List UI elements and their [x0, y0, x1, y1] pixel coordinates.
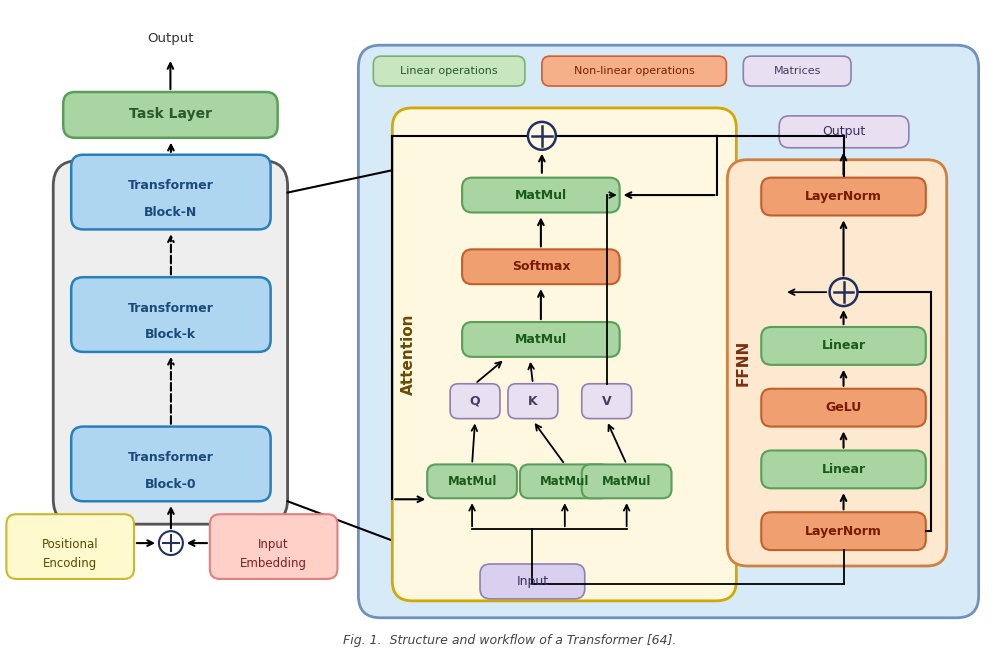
Text: Transformer: Transformer — [128, 451, 214, 464]
FancyBboxPatch shape — [461, 250, 619, 284]
Text: Output: Output — [822, 125, 865, 139]
FancyBboxPatch shape — [542, 56, 726, 86]
Text: Positional: Positional — [42, 537, 98, 551]
Text: MatMul: MatMul — [601, 475, 651, 488]
Text: MatMul: MatMul — [540, 475, 588, 488]
FancyBboxPatch shape — [760, 389, 924, 426]
Text: Attention: Attention — [401, 313, 415, 395]
FancyBboxPatch shape — [508, 384, 558, 419]
Text: V: V — [601, 395, 611, 408]
FancyBboxPatch shape — [72, 277, 270, 352]
FancyBboxPatch shape — [760, 327, 924, 365]
Text: Block-k: Block-k — [145, 328, 196, 342]
Text: FFNN: FFNN — [736, 340, 750, 386]
FancyBboxPatch shape — [743, 56, 850, 86]
FancyBboxPatch shape — [520, 464, 609, 498]
Text: K: K — [528, 395, 537, 408]
FancyBboxPatch shape — [760, 512, 924, 550]
Text: Softmax: Softmax — [511, 260, 570, 273]
Text: LayerNorm: LayerNorm — [804, 525, 881, 537]
FancyBboxPatch shape — [72, 426, 270, 501]
Text: Linear operations: Linear operations — [400, 66, 497, 76]
FancyBboxPatch shape — [581, 384, 631, 419]
Text: Q: Q — [469, 395, 480, 408]
FancyBboxPatch shape — [760, 451, 924, 488]
Text: Block-N: Block-N — [144, 206, 198, 219]
FancyBboxPatch shape — [426, 464, 517, 498]
FancyBboxPatch shape — [449, 384, 500, 419]
Text: Non-linear operations: Non-linear operations — [574, 66, 694, 76]
Text: Fig. 1.  Structure and workflow of a Transformer [64].: Fig. 1. Structure and workflow of a Tran… — [343, 634, 676, 647]
FancyBboxPatch shape — [778, 116, 908, 148]
Text: LayerNorm: LayerNorm — [804, 190, 881, 203]
FancyBboxPatch shape — [479, 564, 584, 599]
Text: GeLU: GeLU — [825, 401, 861, 414]
Text: MatMul: MatMul — [447, 475, 496, 488]
FancyBboxPatch shape — [6, 514, 134, 579]
Text: Input: Input — [258, 537, 288, 551]
FancyBboxPatch shape — [64, 92, 277, 138]
Text: Encoding: Encoding — [43, 556, 97, 570]
Text: Block-0: Block-0 — [145, 478, 197, 491]
Text: Output: Output — [147, 32, 194, 45]
FancyBboxPatch shape — [373, 56, 525, 86]
FancyBboxPatch shape — [581, 464, 671, 498]
FancyBboxPatch shape — [727, 160, 945, 566]
FancyBboxPatch shape — [392, 108, 736, 601]
Text: Linear: Linear — [821, 463, 865, 476]
Text: Transformer: Transformer — [128, 179, 214, 192]
Text: Linear: Linear — [821, 340, 865, 352]
Text: MatMul: MatMul — [514, 189, 567, 202]
FancyBboxPatch shape — [210, 514, 337, 579]
Text: Embedding: Embedding — [240, 556, 307, 570]
Text: Input: Input — [516, 575, 548, 588]
FancyBboxPatch shape — [760, 177, 924, 215]
FancyBboxPatch shape — [358, 45, 978, 618]
FancyBboxPatch shape — [461, 322, 619, 357]
Text: Task Layer: Task Layer — [129, 107, 212, 122]
Text: MatMul: MatMul — [514, 333, 567, 346]
FancyBboxPatch shape — [461, 177, 619, 212]
Text: Transformer: Transformer — [128, 302, 214, 315]
Text: Matrices: Matrices — [772, 66, 820, 76]
FancyBboxPatch shape — [72, 155, 270, 229]
FancyBboxPatch shape — [54, 161, 287, 524]
